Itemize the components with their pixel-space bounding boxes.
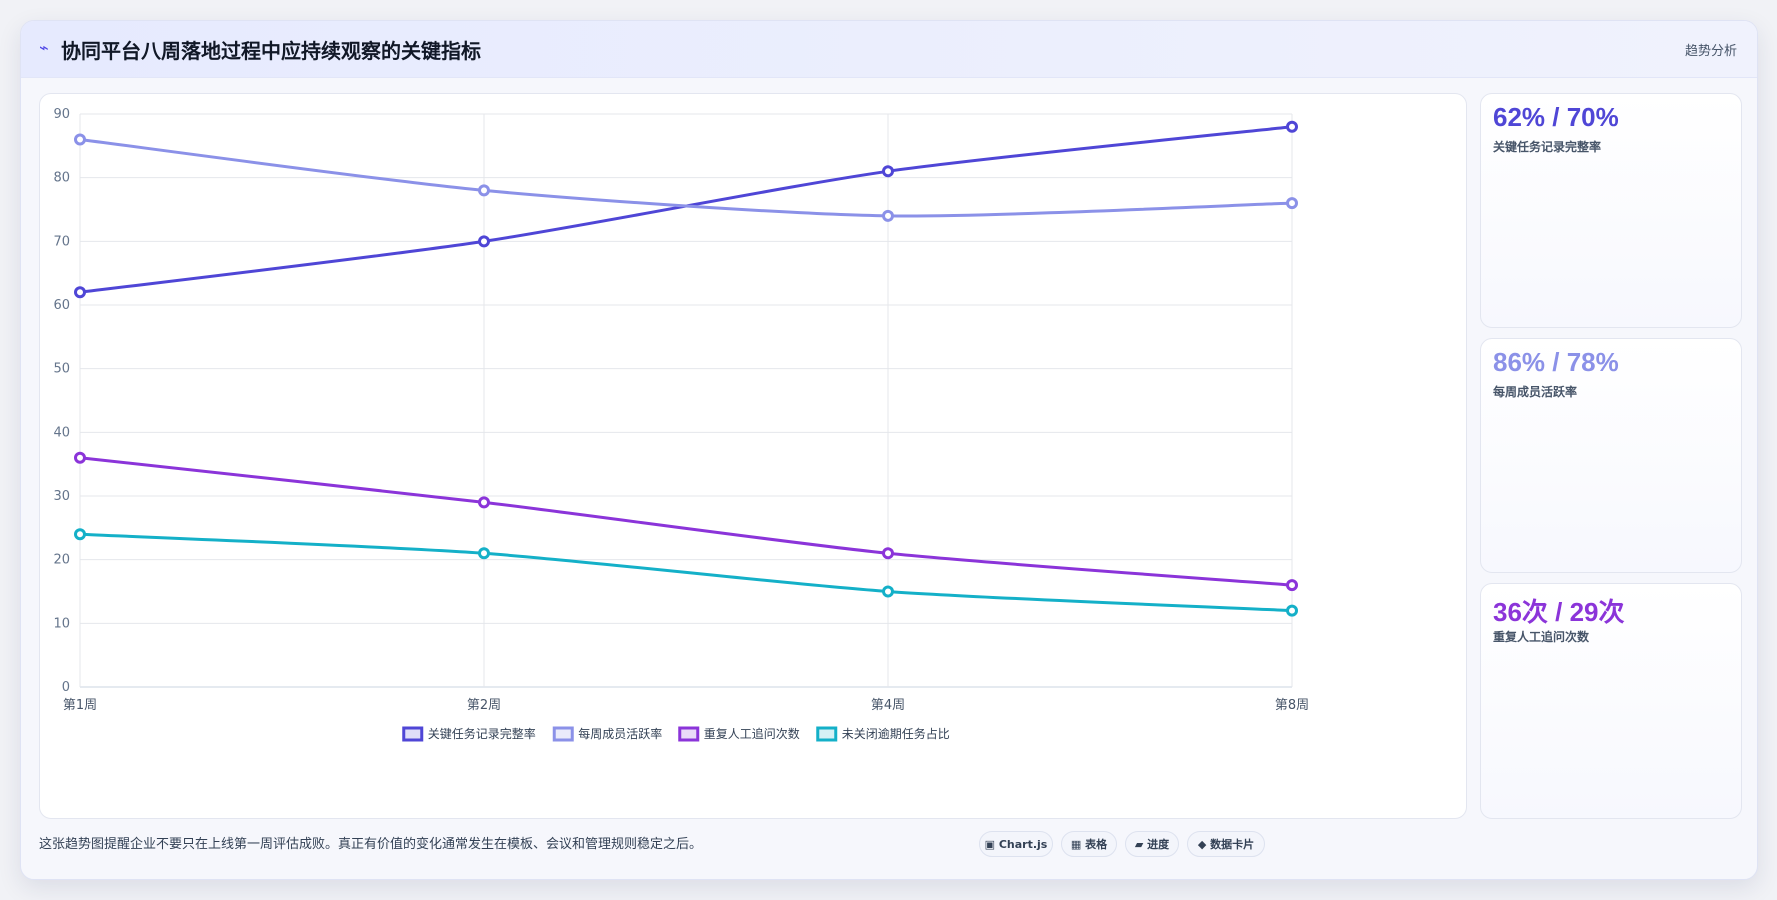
- kpi-card-task-completeness: 62% / 70% 关键任务记录完整率: [1480, 93, 1742, 328]
- legend-label: 每周成员活跃率: [578, 726, 662, 741]
- chart-panel: 0 10 20 30 40 50 60 70 80 90 第1周 第2周 第4周 第8周关键任务记录完整率…: [39, 93, 1467, 819]
- data-point: [478, 547, 490, 560]
- bolt-icon: ⌁: [39, 38, 49, 57]
- y-tick-label: 80: [53, 171, 70, 186]
- legend-label: 未关闭逾期任务占比: [842, 726, 950, 741]
- data-point: [1286, 197, 1298, 210]
- data-point: [1286, 579, 1298, 592]
- kpi-label: 每周成员活跃率: [1493, 385, 1578, 399]
- data-point: [1286, 604, 1298, 617]
- data-point: [478, 184, 490, 197]
- y-tick-label: 30: [53, 489, 70, 504]
- kpi-card-member-activity: 86% / 78% 每周成员活跃率: [1480, 338, 1742, 573]
- legend-swatch: [402, 726, 424, 742]
- x-tick-label: 第2周: [467, 698, 501, 713]
- series-line: [79, 137, 1293, 218]
- y-tick-label: 70: [53, 234, 70, 249]
- legend-swatch: [816, 726, 838, 742]
- chip-progress[interactable]: ▰ 进度: [1125, 831, 1179, 857]
- x-tick-label: 第8周: [1275, 698, 1309, 713]
- kpi-value: 62% / 70%: [1493, 102, 1619, 132]
- legend-swatch: [552, 726, 574, 742]
- series-line: [79, 532, 1293, 613]
- data-point: [882, 209, 894, 222]
- footnote: 这张趋势图提醒企业不要只在上线第一周评估成败。真正有价值的变化通常发生在模板、会…: [39, 837, 703, 852]
- data-point: [74, 528, 86, 541]
- y-tick-label: 10: [53, 616, 70, 631]
- y-tick-label: 20: [53, 553, 70, 568]
- trend-analysis-tag: 趋势分析: [1684, 44, 1737, 59]
- series-line: [79, 456, 1293, 587]
- data-point: [74, 451, 86, 464]
- page-title: 协同平台八周落地过程中应持续观察的关键指标: [61, 39, 481, 63]
- legend-swatch: [678, 726, 700, 742]
- data-point: [74, 133, 86, 146]
- kpi-value: 86% / 78%: [1493, 347, 1619, 377]
- kpi-label: 重复人工追问次数: [1493, 630, 1590, 644]
- kpi-card-manual-followups: 36次 / 29次 重复人工追问次数: [1480, 583, 1742, 819]
- card-header: ⌁ 协同平台八周落地过程中应持续观察的关键指标 趋势分析: [21, 21, 1757, 78]
- chip-data-card[interactable]: ◆ 数据卡片: [1187, 831, 1265, 857]
- data-point: [882, 165, 894, 178]
- data-point: [882, 585, 894, 598]
- data-point: [478, 496, 490, 509]
- chip-chartjs[interactable]: ▣ Chart.js: [979, 831, 1053, 857]
- chip-table[interactable]: ▦ 表格: [1061, 831, 1117, 857]
- y-tick-label: 60: [53, 298, 70, 313]
- kpi-label: 关键任务记录完整率: [1493, 140, 1602, 154]
- x-tick-label: 第1周: [63, 698, 97, 713]
- data-point: [74, 286, 86, 299]
- y-tick-label: 90: [53, 107, 70, 122]
- dashboard-card: ⌁ 协同平台八周落地过程中应持续观察的关键指标 趋势分析 0 10 20 30 40 50…: [20, 20, 1758, 880]
- data-point: [882, 547, 894, 560]
- y-tick-label: 0: [62, 680, 70, 695]
- y-tick-label: 40: [53, 425, 70, 440]
- data-point: [1286, 120, 1298, 133]
- data-point: [478, 235, 490, 248]
- x-tick-label: 第4周: [871, 698, 905, 713]
- y-tick-label: 50: [53, 362, 70, 377]
- kpi-value: 36次 / 29次: [1493, 597, 1625, 627]
- legend-label: 关键任务记录完整率: [428, 726, 536, 741]
- legend-label: 重复人工追问次数: [704, 726, 800, 741]
- line-chart: 0 10 20 30 40 50 60 70 80 90 第1周 第2周 第4周 第8周关键任务记录完整率…: [53, 107, 1309, 742]
